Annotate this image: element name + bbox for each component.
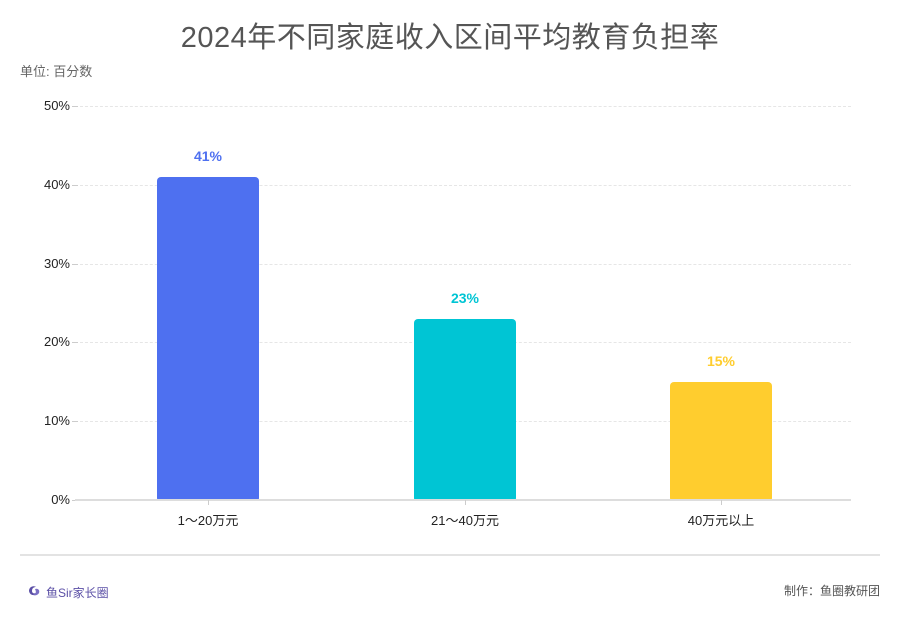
y-tick-label: 10% — [43, 413, 70, 428]
x-tick — [721, 500, 722, 505]
x-tick — [208, 500, 209, 505]
y-tick — [72, 185, 78, 186]
x-tick — [465, 500, 466, 505]
unit-label: 单位: 百分数 — [20, 64, 93, 79]
y-tick — [72, 421, 78, 422]
gridline-40 — [75, 185, 851, 186]
chart-title: 2024年不同家庭收入区间平均教育负担率 — [180, 22, 720, 54]
value-label: 41% — [193, 148, 223, 164]
bar-40wan-plus[interactable] — [670, 382, 772, 500]
bar-21-40wan[interactable] — [414, 319, 516, 500]
brand-logo: 鱼Sir家长圈 — [26, 583, 109, 602]
x-category-label: 1～20万元 — [177, 513, 239, 528]
x-category-label: 21～40万元 — [431, 513, 499, 528]
y-tick-label: 20% — [43, 334, 70, 349]
credit-text: 制作：鱼圈教研团 — [783, 584, 880, 598]
value-label: 15% — [706, 353, 736, 369]
y-tick-label: 30% — [43, 256, 70, 271]
fish-logo-icon — [26, 583, 42, 602]
x-category-label: 40万元以上 — [687, 513, 755, 528]
y-tick — [72, 106, 78, 107]
brand-name: 鱼Sir家长圈 — [46, 586, 109, 600]
y-tick-label: 0% — [51, 492, 70, 507]
footer-divider — [20, 554, 880, 556]
value-label: 23% — [450, 290, 480, 306]
gridline-50 — [75, 106, 851, 107]
bar-chart: 50% 40% 30% 20% 10% 0% 41% 23% 15% 1～20万… — [43, 98, 851, 528]
y-tick — [72, 264, 78, 265]
x-axis-line — [75, 499, 851, 501]
bar-1-20wan[interactable] — [157, 177, 259, 500]
y-tick — [72, 342, 78, 343]
y-tick-label: 40% — [43, 177, 70, 192]
gridline-30 — [75, 264, 851, 265]
y-tick-label: 50% — [43, 98, 70, 113]
